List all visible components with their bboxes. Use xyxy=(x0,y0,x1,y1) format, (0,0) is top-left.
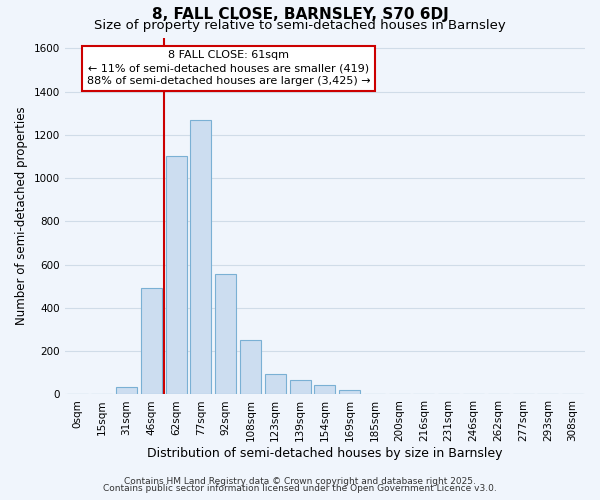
Text: Contains public sector information licensed under the Open Government Licence v3: Contains public sector information licen… xyxy=(103,484,497,493)
X-axis label: Distribution of semi-detached houses by size in Barnsley: Distribution of semi-detached houses by … xyxy=(147,447,503,460)
Bar xyxy=(265,374,286,394)
Y-axis label: Number of semi-detached properties: Number of semi-detached properties xyxy=(15,106,28,326)
Bar xyxy=(240,340,261,394)
Bar xyxy=(290,380,311,394)
Bar xyxy=(314,386,335,394)
Bar xyxy=(166,156,187,394)
Text: 8 FALL CLOSE: 61sqm
← 11% of semi-detached houses are smaller (419)
88% of semi-: 8 FALL CLOSE: 61sqm ← 11% of semi-detach… xyxy=(87,50,370,86)
Text: Contains HM Land Registry data © Crown copyright and database right 2025.: Contains HM Land Registry data © Crown c… xyxy=(124,477,476,486)
Bar xyxy=(339,390,360,394)
Bar xyxy=(141,288,162,395)
Bar xyxy=(215,274,236,394)
Text: Size of property relative to semi-detached houses in Barnsley: Size of property relative to semi-detach… xyxy=(94,19,506,32)
Bar xyxy=(190,120,211,394)
Text: 8, FALL CLOSE, BARNSLEY, S70 6DJ: 8, FALL CLOSE, BARNSLEY, S70 6DJ xyxy=(152,8,448,22)
Bar xyxy=(116,387,137,394)
